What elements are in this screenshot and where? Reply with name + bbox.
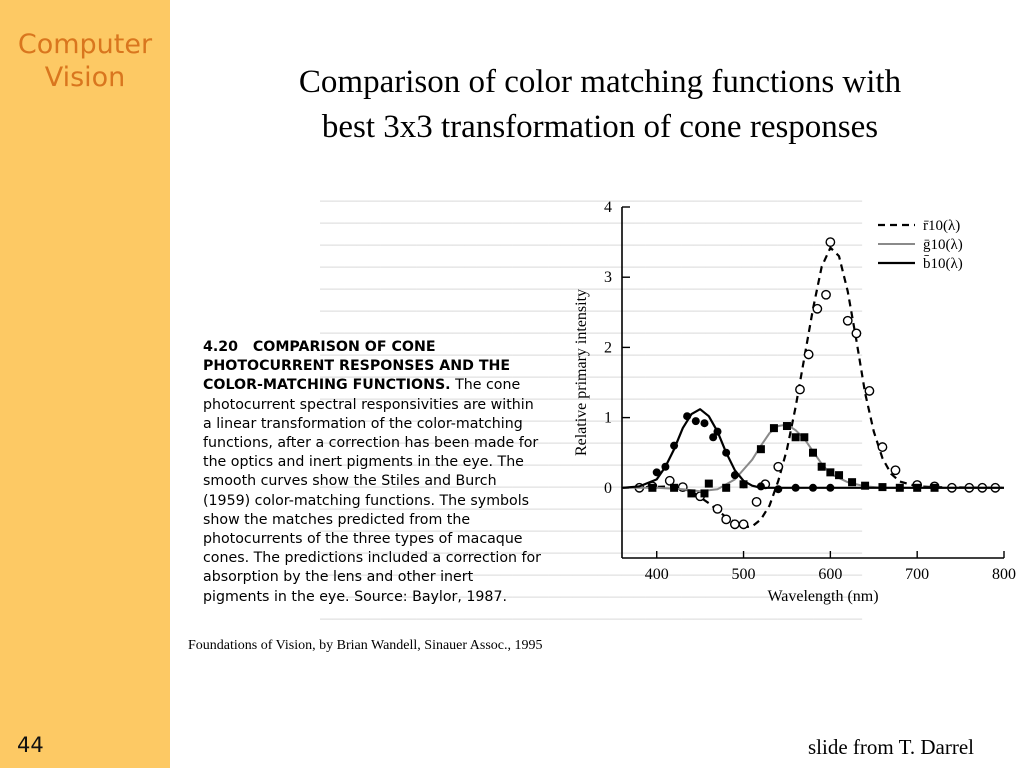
filled-circle-point [713,427,722,436]
filled-square-point [670,483,679,492]
open-circle-point [712,503,723,514]
filled-square-point [769,424,778,433]
open-circle-point [842,315,853,326]
legend-label-0: r̄10(λ) [923,218,960,234]
open-circle-point [729,519,740,530]
x-tick-label: 800 [992,566,1016,583]
figure-credit: Foundations of Vision, by Brian Wandell,… [188,638,543,653]
filled-circle-point [683,412,692,421]
open-circle-point [803,349,814,360]
filled-square-point [648,483,657,492]
open-circle-point [812,303,823,314]
open-circle-point [721,514,732,525]
y-tick-label: 1 [604,410,612,427]
filled-circle-point [791,483,800,492]
sidebar: Computer Vision 44 [0,0,170,768]
color-matching-chart: 0 1 2 3 4 400 500 600 700 800 Wavelength (nm) Relat… [573,199,1016,605]
course-title-line2: Vision [44,62,126,93]
y-tick-label: 4 [604,199,612,216]
course-title-line1: Computer [17,29,153,60]
filled-circle-point [652,468,661,477]
filled-square-point [722,483,731,492]
course-title: Computer Vision [0,28,170,94]
filled-circle-point [709,433,718,442]
x-tick-label: 400 [645,566,669,583]
legend-label-2: b̄10(λ) [923,256,963,272]
filled-square-point [791,433,800,442]
y-axis-title: Relative primary intensity [573,289,590,456]
filled-circle-point [756,482,765,491]
filled-square-point [817,462,826,471]
filled-square-point [826,468,835,477]
filled-circle-point [722,448,731,457]
caption-number: 4.20 [203,339,239,355]
filled-circle-point [739,480,748,489]
slide-number: 44 [17,733,44,757]
y-tick-label: 2 [604,339,612,356]
series-line-2 [621,408,1004,489]
filled-square-point [848,478,857,487]
filled-square-point [704,479,713,488]
filled-square-point [687,489,696,498]
x-tick-label: 500 [732,566,756,583]
x-tick-label: 700 [905,566,929,583]
figure-scan [186,180,1024,642]
open-circle-point [864,386,875,396]
filled-circle-point [809,483,817,492]
open-circle-point [738,519,749,530]
open-circle-point [821,289,831,300]
filled-circle-point [661,462,670,471]
x-axis-title: Wavelength (nm) [767,588,878,605]
open-circle-point [851,328,862,339]
open-circle-point [890,465,901,476]
filled-square-point [861,481,870,490]
open-circle-point [825,237,836,247]
filled-circle-point [691,417,700,426]
open-circle-point [664,475,675,486]
open-circle-point [751,496,762,507]
filled-square-point [835,471,844,480]
filled-circle-point [730,471,739,480]
slide-source: slide from T. Darrel [808,735,975,759]
legend-label-1: ḡ10(λ) [923,237,963,253]
slide-title: Comparison of color matching functions w… [200,60,1000,150]
filled-circle-point [774,485,783,494]
caption-body: The cone photocurrent spectral responsiv… [203,377,542,605]
filled-square-point [782,422,791,431]
slide-title-line1: Comparison of color matching functions w… [298,64,902,100]
filled-square-point [700,489,709,498]
filled-square-point [756,445,765,454]
filled-circle-point [670,441,679,450]
y-tick-label: 0 [604,480,612,497]
open-circle-point [795,384,805,395]
open-circle-point [773,461,784,472]
filled-square-point [800,433,809,442]
caption-heading: COMPARISON OF CONE PHOTOCURRENT RESPONSE… [203,339,511,394]
filled-circle-point [700,419,709,428]
filled-circle-point [826,483,835,492]
x-tick-label: 600 [818,566,842,583]
figure-caption: 4.20 COMPARISON OF CONE PHOTOCURRENT RES… [203,338,543,607]
open-circle-point [877,442,888,452]
filled-square-point [809,448,817,457]
y-tick-label: 3 [604,269,612,286]
slide-title-line2: best 3x3 transformation of cone response… [321,109,879,145]
